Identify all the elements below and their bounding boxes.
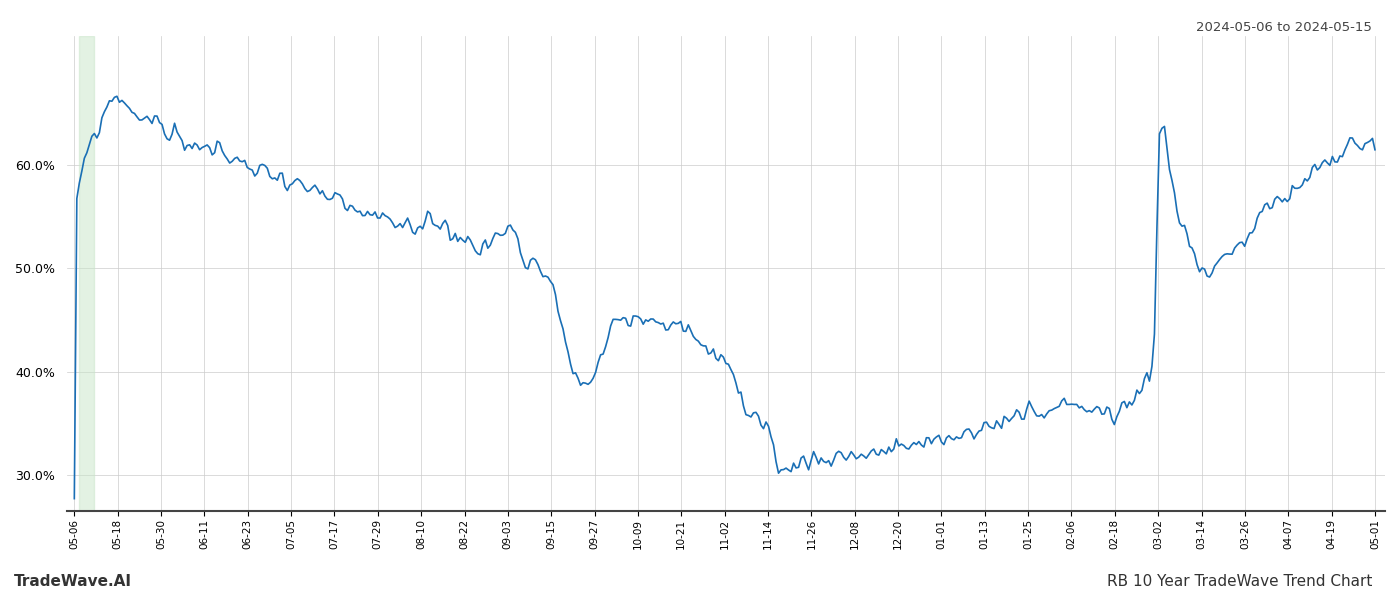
Text: TradeWave.AI: TradeWave.AI <box>14 574 132 589</box>
Text: 2024-05-06 to 2024-05-15: 2024-05-06 to 2024-05-15 <box>1196 21 1372 34</box>
Text: RB 10 Year TradeWave Trend Chart: RB 10 Year TradeWave Trend Chart <box>1106 574 1372 589</box>
Bar <box>80 36 94 511</box>
